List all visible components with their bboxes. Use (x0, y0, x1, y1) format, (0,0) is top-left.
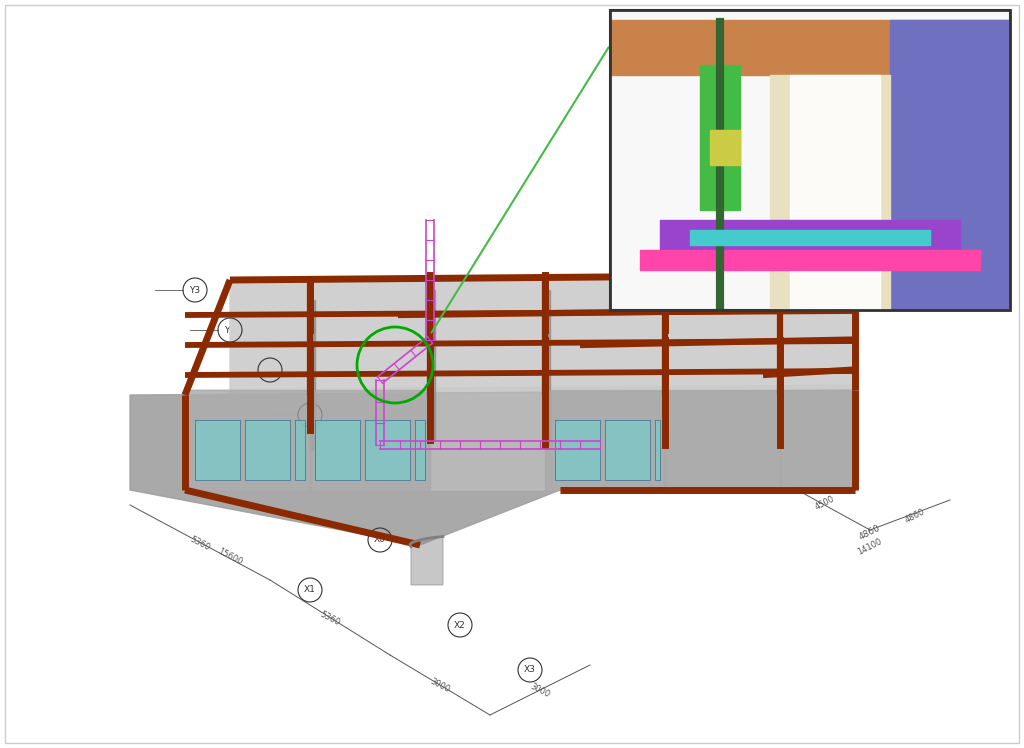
Text: Y1: Y1 (264, 366, 275, 375)
Text: 14100: 14100 (856, 537, 884, 557)
Polygon shape (410, 536, 443, 585)
Text: 15600: 15600 (216, 547, 244, 567)
Polygon shape (195, 420, 240, 480)
Polygon shape (310, 300, 315, 450)
Polygon shape (185, 385, 855, 490)
Polygon shape (640, 250, 980, 270)
Polygon shape (315, 420, 360, 480)
Text: 5360: 5360 (188, 535, 212, 552)
Polygon shape (605, 420, 650, 480)
Text: Y2: Y2 (224, 325, 236, 334)
Polygon shape (660, 220, 961, 250)
Polygon shape (310, 390, 430, 490)
Polygon shape (690, 230, 930, 245)
Polygon shape (185, 390, 310, 490)
Polygon shape (890, 20, 1010, 310)
Polygon shape (230, 275, 855, 395)
Polygon shape (770, 75, 890, 310)
Polygon shape (365, 420, 410, 480)
Text: Y3: Y3 (189, 286, 201, 295)
Polygon shape (780, 390, 855, 490)
Text: X0: X0 (374, 536, 386, 545)
Text: 4500: 4500 (814, 494, 837, 512)
Polygon shape (545, 390, 665, 490)
Text: 3000: 3000 (429, 677, 452, 695)
Polygon shape (700, 65, 740, 210)
Bar (610, 10, 1010, 310)
Text: X3: X3 (524, 666, 536, 675)
Polygon shape (545, 290, 550, 445)
Polygon shape (415, 420, 425, 480)
Polygon shape (245, 420, 290, 480)
Text: 4860: 4860 (903, 507, 927, 524)
Polygon shape (710, 130, 740, 165)
Text: Y0: Y0 (304, 411, 315, 420)
Text: 5360: 5360 (318, 610, 342, 627)
Polygon shape (430, 290, 435, 440)
Text: X1: X1 (304, 586, 316, 595)
Polygon shape (665, 390, 780, 490)
Polygon shape (655, 420, 660, 480)
Polygon shape (555, 420, 600, 480)
Text: X2: X2 (454, 621, 466, 630)
Text: 3000: 3000 (528, 682, 552, 699)
Polygon shape (610, 20, 1010, 75)
Polygon shape (130, 390, 855, 545)
Bar (610, 10, 1010, 310)
Text: 4860: 4860 (858, 524, 883, 542)
Polygon shape (295, 420, 305, 480)
Polygon shape (790, 75, 880, 310)
